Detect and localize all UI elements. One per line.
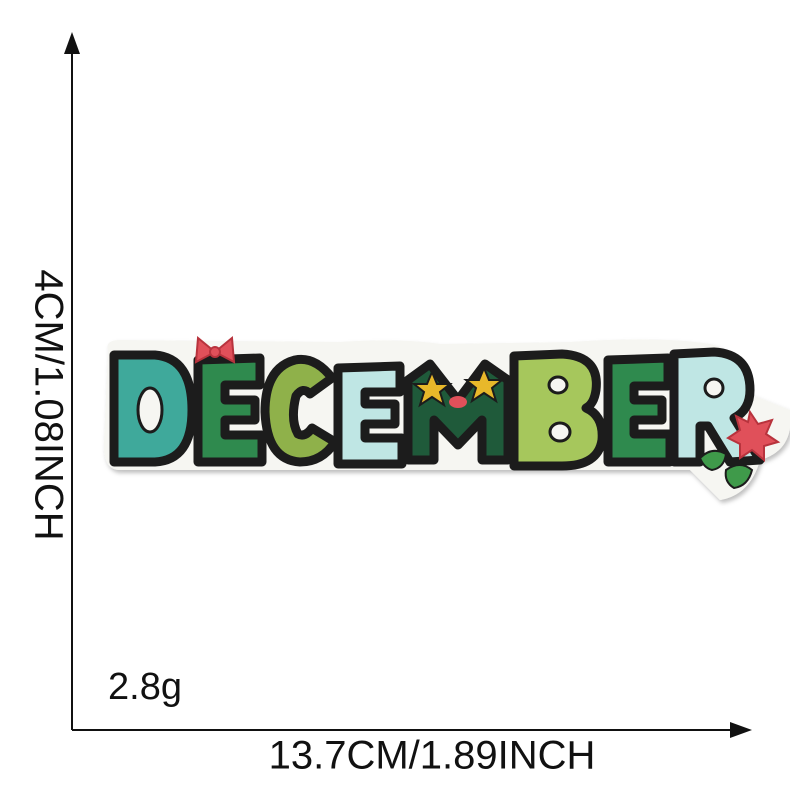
poinsettia-decoration <box>698 409 781 490</box>
gold-stars-decoration <box>411 365 505 408</box>
letter-e-3 <box>603 353 675 467</box>
weight-label: 2.8g <box>108 666 182 708</box>
horizontal-arrow-head <box>730 722 752 738</box>
b-hole-top <box>547 375 569 395</box>
red-bow-decoration <box>194 336 236 364</box>
height-dimension-label: 4CM/1.08INCH <box>26 269 71 541</box>
december-patch-image <box>103 336 790 500</box>
letter-b <box>509 349 607 471</box>
letter-c <box>260 354 340 467</box>
r-hole <box>703 377 725 399</box>
letter-e-1 <box>193 353 267 467</box>
vertical-arrow-head <box>64 32 80 54</box>
letter-e-2 <box>333 361 407 469</box>
width-dimension-label: 13.7CM/1.89INCH <box>268 733 596 778</box>
d-hole <box>136 386 164 434</box>
red-bead <box>449 396 467 408</box>
b-hole-bottom <box>548 421 572 443</box>
